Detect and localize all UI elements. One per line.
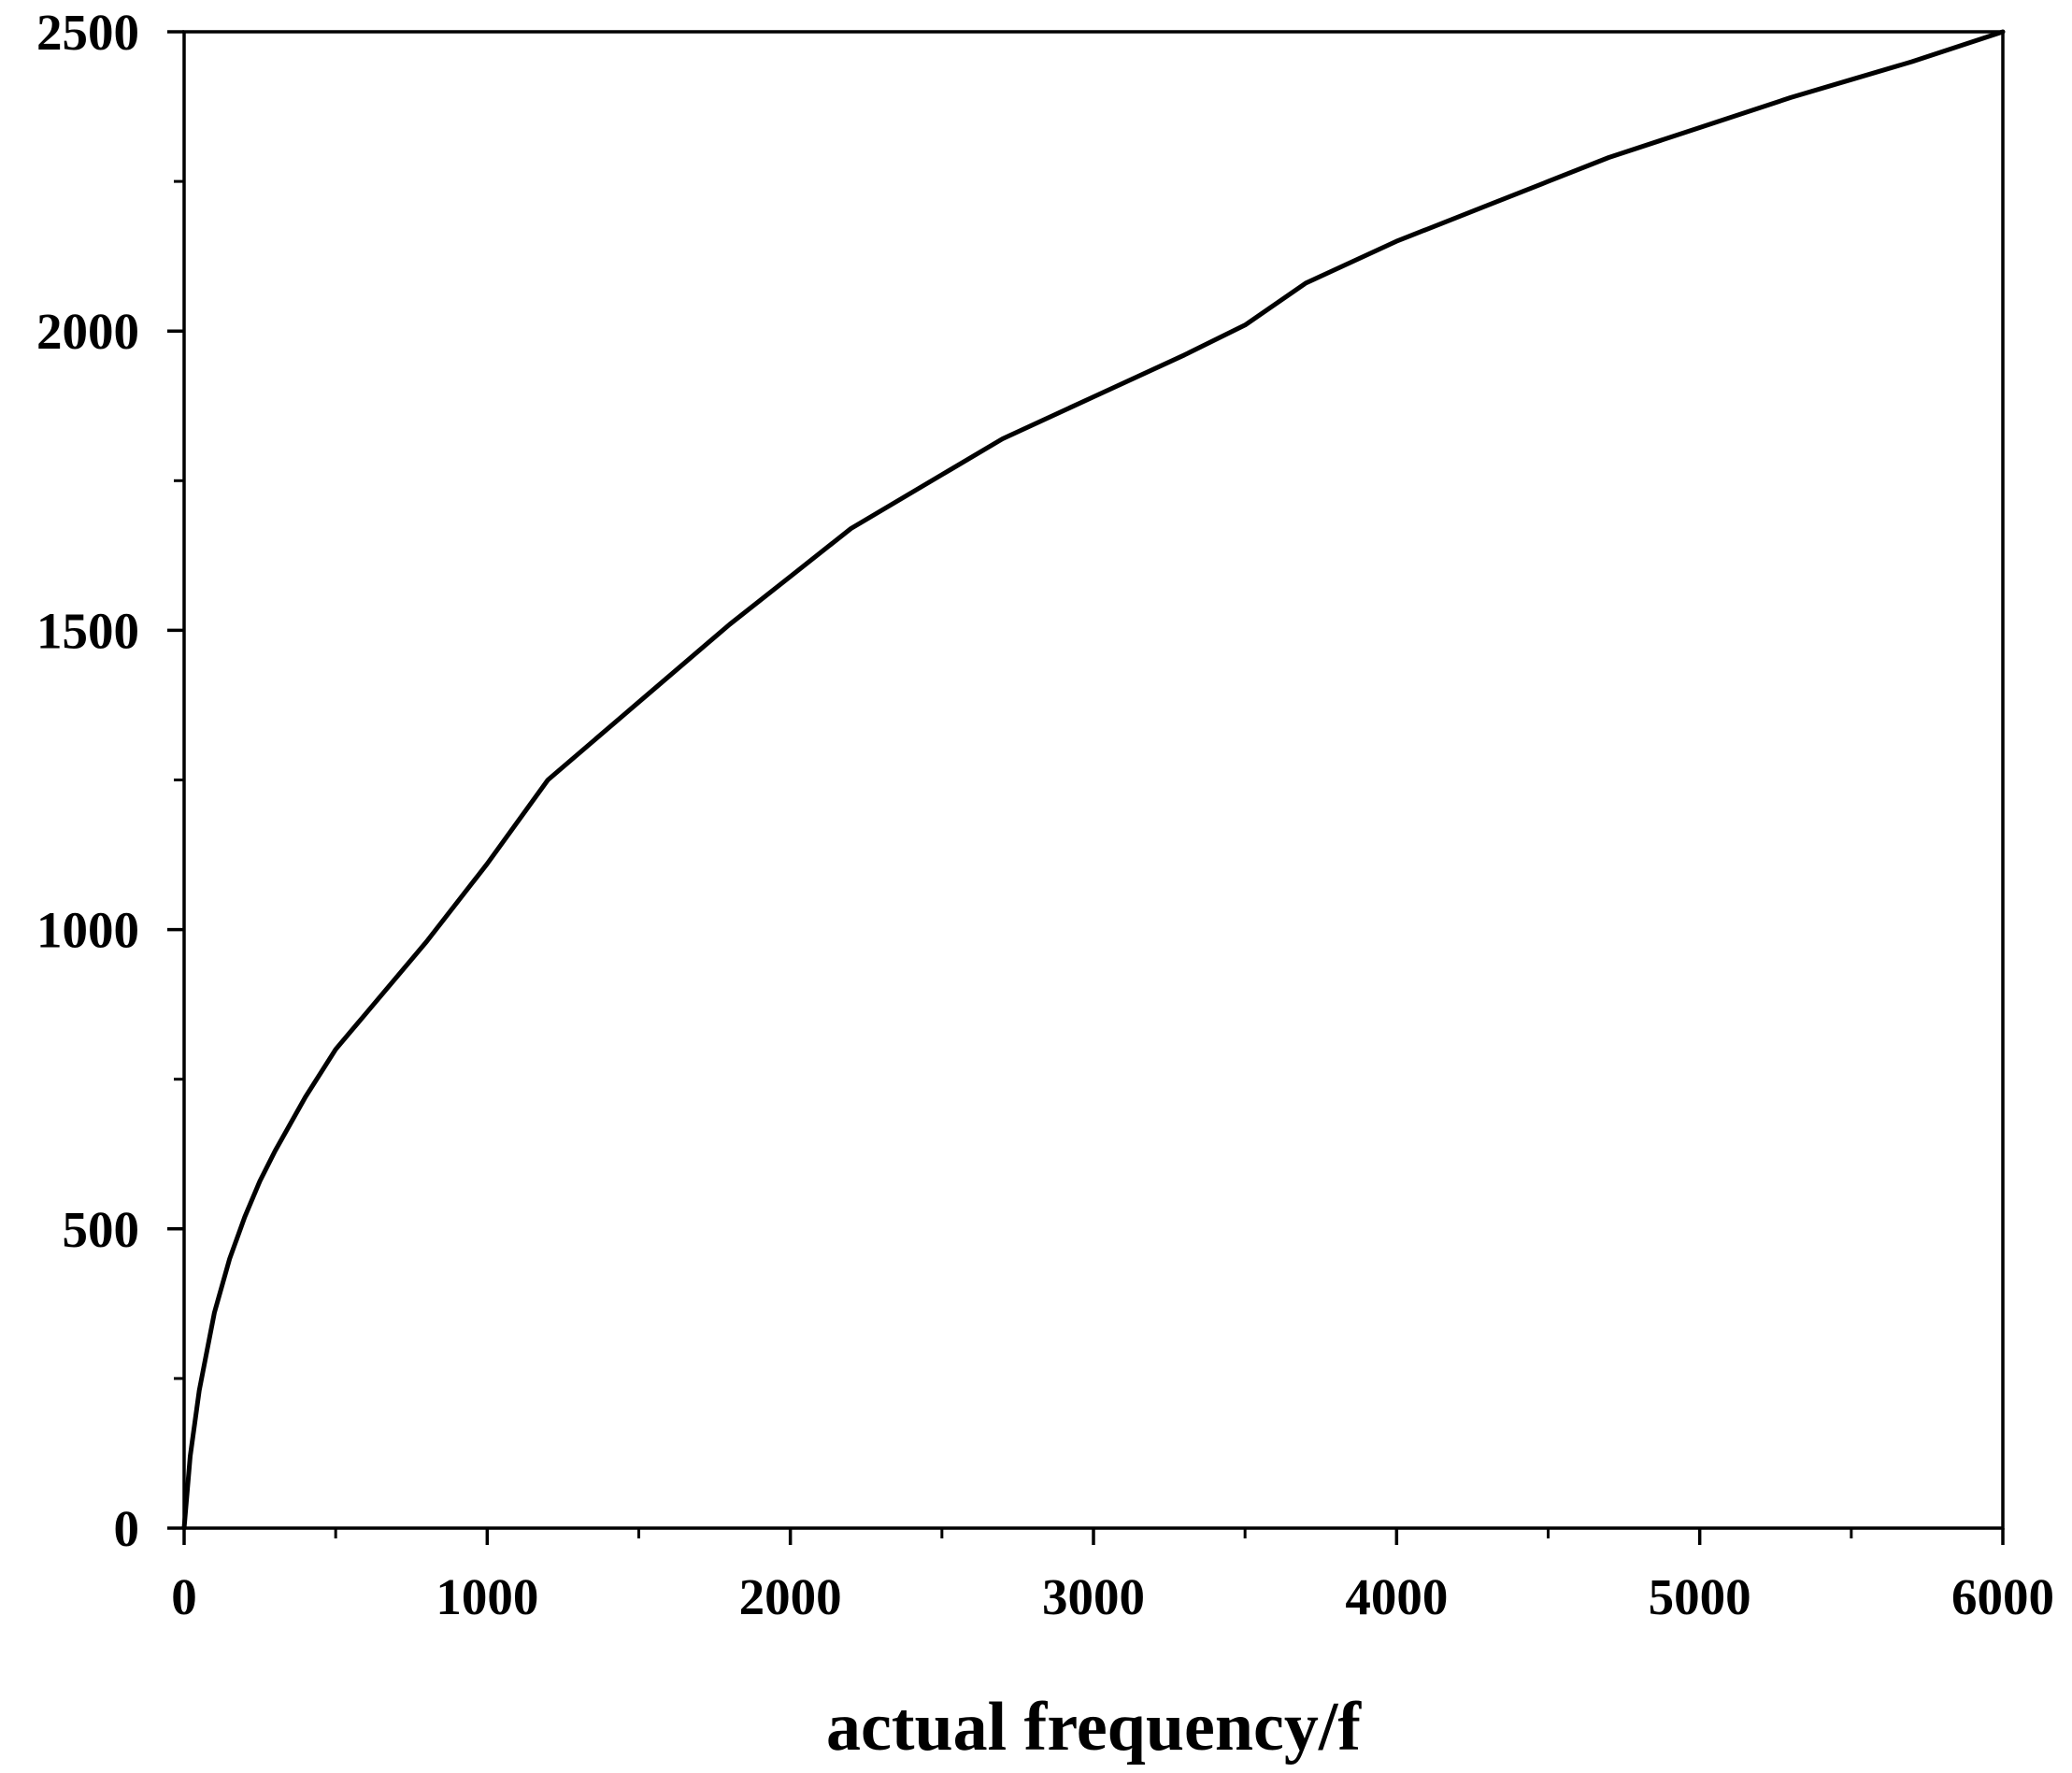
series-line xyxy=(181,29,2006,1531)
x-axis-ticks: 0 1000 2000 3000 4000 5000 6000 xyxy=(171,1528,2054,1625)
y-tick-label: 0 xyxy=(114,1500,140,1557)
x-tick-label: 4000 xyxy=(1345,1568,1448,1625)
x-tick-label: 3000 xyxy=(1042,1568,1145,1625)
x-tick-label: 2000 xyxy=(739,1568,842,1625)
x-tick-label: 1000 xyxy=(436,1568,538,1625)
y-tick-label: 500 xyxy=(63,1201,140,1258)
x-tick-label: 0 xyxy=(171,1568,197,1625)
y-axis-ticks: 0 500 1000 1500 2000 2500 xyxy=(36,4,184,1557)
plot-frame xyxy=(182,30,2005,1530)
y-tick-label: 1000 xyxy=(36,902,139,959)
x-axis-title: actual frequency/f xyxy=(826,1689,1362,1766)
x-tick-label: 5000 xyxy=(1649,1568,1751,1625)
x-tick-label: 6000 xyxy=(1951,1568,2054,1625)
y-tick-label: 1500 xyxy=(36,602,139,659)
y-tick-label: 2000 xyxy=(36,303,139,360)
y-tick-label: 2500 xyxy=(36,4,139,61)
